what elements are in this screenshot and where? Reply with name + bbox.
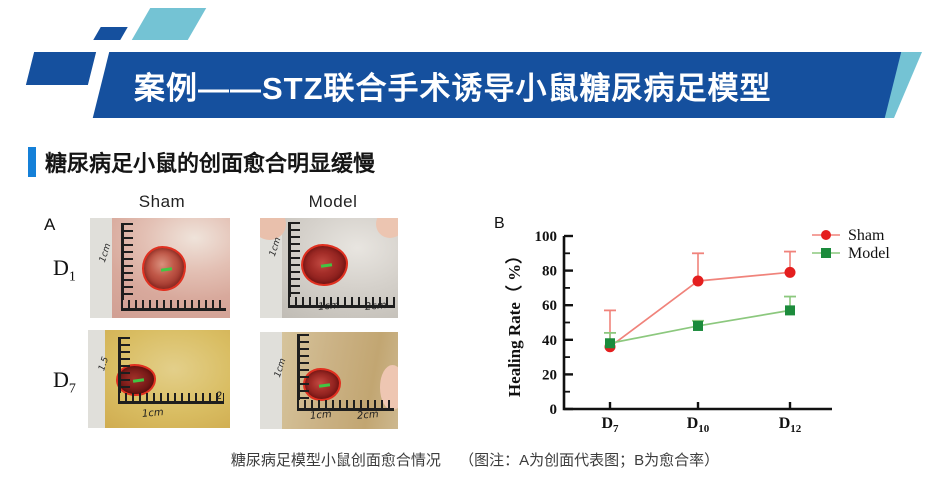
svg-text:Sham: Sham — [848, 227, 885, 244]
scale-marker — [319, 383, 331, 388]
healing-rate-chart: B 0 20 40 60 80 100 D7 D10 D12 Healing Rate（ %） Sha… — [494, 215, 890, 435]
row-label-d7: D7 — [53, 367, 76, 397]
ruler-vertical — [287, 222, 300, 297]
ruler-vertical — [117, 336, 130, 393]
ruler-vertical — [120, 223, 133, 300]
svg-text:Healing Rate（ %）: Healing Rate（ %） — [504, 247, 524, 397]
ruler-label: 1cm — [309, 408, 332, 422]
row-label-base: D — [53, 255, 69, 280]
deco-parallelogram-left-blue — [25, 52, 97, 85]
svg-text:Model: Model — [848, 245, 890, 262]
wound-photo-model-d7: 1cm 1cm 2cm — [260, 332, 398, 429]
svg-text:D10: D10 — [687, 415, 710, 435]
panel-b-chart-wrap: B 0 20 40 60 80 100 D7 D10 D12 Healing Rate（ %） Sha… — [480, 200, 950, 445]
caption-note: （图注：A为创面代表图；B为愈合率） — [459, 452, 720, 469]
ruler-horizontal — [287, 297, 396, 308]
row-label-sub: 1 — [68, 269, 76, 285]
ruler-vertical — [297, 333, 310, 400]
svg-text:D7: D7 — [601, 415, 619, 435]
row-label-base: D — [53, 367, 69, 392]
panel-a-label: A — [44, 215, 56, 234]
ruler-label: 2 — [215, 390, 223, 403]
row-label-sub: 7 — [68, 381, 76, 397]
ruler-horizontal — [117, 392, 225, 404]
svg-text:80: 80 — [542, 264, 557, 280]
svg-text:20: 20 — [542, 367, 557, 383]
row-label-d1: D1 — [53, 255, 76, 285]
wound-photo-model-d1: 1cm 1cm 2cm — [260, 218, 398, 318]
wound-area — [141, 246, 187, 291]
scale-marker — [321, 263, 333, 268]
scale-marker — [160, 266, 172, 272]
svg-text:100: 100 — [535, 229, 558, 245]
wound-photo-sham-d1: 1cm — [90, 218, 230, 318]
column-header-sham: Sham — [138, 192, 186, 211]
column-header-model: Model — [308, 192, 358, 211]
figure-caption: 糖尿病足模型小鼠创面愈合情况 （图注：A为创面代表图；B为愈合率） — [0, 449, 950, 470]
ruler-label: 1cm — [317, 300, 341, 313]
ruler-horizontal — [120, 300, 226, 311]
svg-text:D12: D12 — [779, 415, 802, 435]
ruler-label: 1cm — [97, 242, 114, 264]
ruler-label: 2cm — [364, 300, 387, 313]
ruler-horizontal — [297, 399, 394, 411]
deco-parallelogram-small-blue — [93, 27, 128, 40]
svg-text:40: 40 — [542, 333, 557, 349]
page-title: 案例——STZ联合手术诱导小鼠糖尿病足模型 — [134, 70, 772, 106]
subtitle-accent-bar — [28, 147, 36, 177]
svg-text:0: 0 — [550, 402, 558, 418]
caption-main: 糖尿病足模型小鼠创面愈合情况 — [230, 452, 441, 469]
section-subtitle: 糖尿病足小鼠的创面愈合明显缓慢 — [45, 151, 376, 176]
svg-text:60: 60 — [542, 298, 557, 314]
ruler-label: 1cm — [267, 236, 284, 258]
wound-photo-sham-d7: 1.5 1cm 2 — [88, 330, 230, 428]
scale-marker — [133, 378, 145, 384]
wound-area — [301, 244, 349, 286]
ruler-label: 2cm — [356, 408, 379, 422]
deco-parallelogram-teal — [131, 8, 207, 40]
svg-text:B: B — [494, 215, 505, 232]
